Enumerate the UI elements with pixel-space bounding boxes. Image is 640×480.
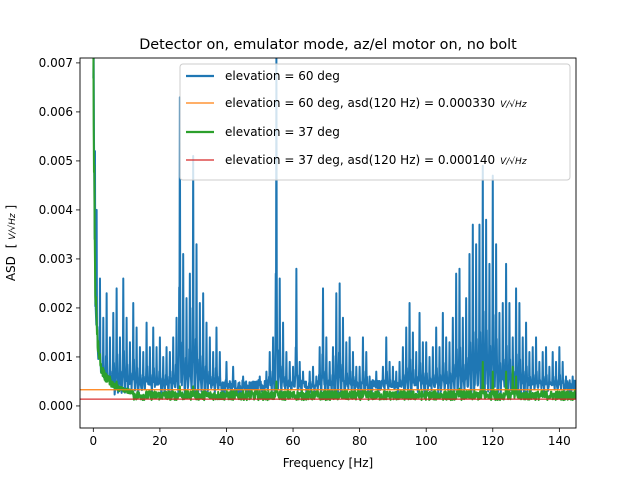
legend-box — [179, 63, 571, 181]
legend-label-3: elevation = 37 deg, asd(120 Hz) = 0.0001… — [225, 153, 495, 167]
x-tick-label: 40 — [219, 434, 234, 448]
series-layer — [80, 58, 576, 402]
x-axis-label: Frequency [Hz] — [283, 456, 374, 470]
x-tick-label: 20 — [152, 434, 167, 448]
y-tick-label: 0.007 — [39, 56, 73, 70]
x-tick-label: 0 — [89, 434, 97, 448]
y-tick-label: 0.001 — [39, 350, 73, 364]
x-tick-label: 80 — [352, 434, 367, 448]
legend: elevation = 60 deg elevation = 60 deg, as… — [179, 63, 571, 181]
legend-unit-3: V/√Hz — [500, 156, 527, 167]
legend-unit-1: V/√Hz — [500, 99, 527, 110]
x-tick-label: 120 — [481, 434, 504, 448]
y-tick-label: 0.004 — [39, 203, 73, 217]
legend-label-1: elevation = 60 deg, asd(120 Hz) = 0.0003… — [225, 96, 495, 110]
y-tick-label: 0.000 — [39, 399, 73, 413]
y-axis-label-unit: V/√Hz — [7, 213, 18, 240]
y-axis-label: ASD [ V/√Hz ] — [4, 205, 18, 281]
legend-label-2: elevation = 37 deg — [225, 125, 340, 139]
x-axis: 0 20 40 60 80 100 120 140 — [89, 428, 571, 448]
x-tick-label: 60 — [285, 434, 300, 448]
legend-label-0: elevation = 60 deg — [225, 69, 340, 83]
series-line-2 — [92, 58, 576, 402]
y-tick-label: 0.002 — [39, 301, 73, 315]
svg-text:ASD [ V/√Hz: ASD [ V/√Hz ] — [4, 205, 18, 281]
x-tick-label: 140 — [548, 434, 571, 448]
chart-title: Detector on, emulator mode, az/el motor … — [139, 37, 517, 53]
x-tick-label: 100 — [415, 434, 438, 448]
plot-frame — [79, 57, 577, 429]
y-axis-label-text: ASD — [4, 256, 18, 281]
y-tick-label: 0.003 — [39, 252, 73, 266]
y-tick-label: 0.005 — [39, 154, 73, 168]
y-axis: 0.000 0.001 0.002 0.003 0.004 0.005 0.006 0.007 — [39, 56, 80, 413]
y-tick-label: 0.006 — [39, 105, 73, 119]
